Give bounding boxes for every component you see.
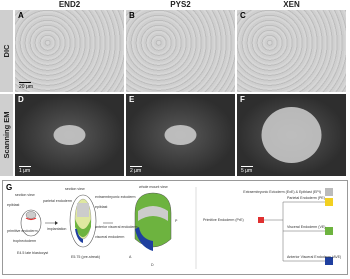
row-label: DIC (2, 44, 11, 58)
panel-letter: G (6, 183, 13, 192)
column-header: PYS2 (170, 0, 191, 9)
diagram-label: visceral endoderm (95, 235, 124, 239)
legend-label: Parietal Endoderm (PE) (287, 196, 325, 200)
row-label: Scanning EM (2, 111, 11, 159)
row-strip (0, 10, 13, 92)
diagram-label: epiblast (95, 205, 107, 209)
legend-label: Visceral Endoderm (VE) (287, 225, 325, 229)
micrograph: B (126, 10, 235, 92)
diagram: section view epiblast primitive endoderm pa… (7, 185, 341, 269)
panel-letter: C (240, 11, 246, 20)
micrograph: A 20 μm (15, 10, 124, 92)
micrograph: F 5 μm (237, 94, 346, 176)
row-strip (0, 94, 13, 176)
panel-letter: A (18, 11, 24, 20)
diagram-label: primitive endoderm (7, 229, 38, 233)
scale-label: 5 μm (241, 168, 253, 174)
diagram-label: anterior visceral endoderm (95, 225, 138, 229)
panel-letter: D (18, 95, 24, 104)
diagram-label: trophectoderm (13, 239, 36, 243)
scale-bar (241, 165, 253, 167)
legend-label: Extraembryonic Ectoderm (ExE) & Epiblast… (243, 190, 321, 194)
diagram-label: whole mount view (139, 185, 168, 189)
diagram-label: D (151, 263, 154, 267)
micrograph: D 1 μm (15, 94, 124, 176)
scale-label: 1 μm (19, 168, 31, 174)
diagram-label: epiblast (7, 203, 19, 207)
diagram-label: parietal endoderm (43, 199, 72, 203)
panel-letter: B (129, 11, 135, 20)
panel-letter: E (129, 95, 135, 104)
diagram-label: section view (15, 193, 35, 197)
scale-bar (19, 165, 31, 167)
scale-bar (130, 165, 142, 167)
legend-label: Primitive Endoderm (PrE) (203, 218, 244, 222)
micrograph: E 2 μm (126, 94, 235, 176)
diagram-label: E5.75 (pre-streak) (71, 255, 100, 259)
column-header: END2 (58, 0, 81, 9)
cell-body (164, 125, 197, 145)
cell-body (53, 125, 86, 145)
cell (261, 107, 322, 163)
panel-letter: F (240, 95, 245, 104)
scale-label: 20 μm (19, 84, 33, 90)
scale-bar (19, 81, 31, 83)
cell (164, 125, 197, 145)
panel-g: G section view epiblast primitive endoderm… (2, 180, 348, 275)
scale-label: 2 μm (130, 168, 142, 174)
cell-body (261, 107, 322, 163)
diagram-label: E4.5 late blastocyst (17, 251, 48, 255)
diagram-label: extraembryonic ectoderm (95, 195, 136, 199)
legend-label: Anterior Visceral Endoderm (AVE) (287, 255, 341, 259)
diagram-label: P (175, 219, 178, 223)
cell (53, 125, 86, 145)
diagram-label: A (129, 255, 132, 259)
column-header: XEN (283, 0, 300, 9)
micrograph: C (237, 10, 346, 92)
diagram-label: implantation (47, 227, 66, 231)
diagram-label: section view (65, 187, 85, 191)
